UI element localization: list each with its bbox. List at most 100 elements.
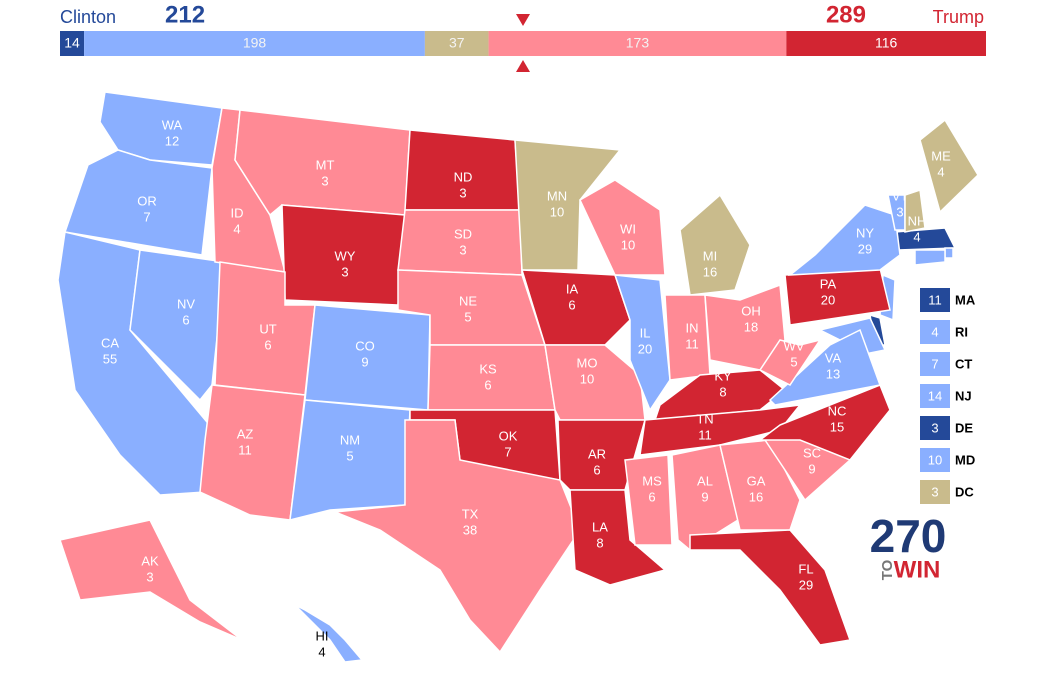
state-ev: 11: [685, 336, 699, 351]
state-abbr: GA: [747, 473, 766, 488]
state-abbr: FL: [798, 561, 813, 576]
legend-ev: 3: [931, 420, 938, 435]
state-ev: 6: [484, 377, 491, 392]
state-ev: 3: [146, 569, 153, 584]
state-ev: 5: [790, 354, 797, 369]
segment-label: 116: [875, 35, 898, 51]
state-abbr: VA: [825, 350, 842, 365]
state-shape: [520, 269, 631, 346]
legend-box: [920, 480, 950, 504]
state-shape: [919, 118, 979, 214]
state-shape: [904, 189, 926, 233]
state-abbr: NH: [908, 213, 927, 228]
midpoint-arrow: [516, 60, 530, 72]
state-abbr: SC: [803, 445, 821, 460]
segment-label: 173: [626, 35, 650, 51]
legend-ev: 7: [931, 356, 938, 371]
state-abbr: KY: [714, 368, 732, 383]
state-ev: 4: [318, 644, 325, 659]
state-abbr: PA: [820, 276, 837, 291]
state-abbr: TX: [462, 506, 479, 521]
state-ev: 18: [744, 319, 758, 334]
state-ev: 4: [233, 221, 240, 236]
state-abbr: NC: [828, 403, 847, 418]
state-shape: [613, 274, 671, 412]
state-ev: 6: [593, 462, 600, 477]
segment-label: 14: [64, 35, 80, 51]
state-ev: 8: [719, 384, 726, 399]
legend-abbr: DC: [955, 484, 974, 499]
state-ev: 3: [341, 264, 348, 279]
state-ev: 20: [821, 292, 835, 307]
state-abbr: SD: [454, 226, 472, 241]
state-abbr: MT: [316, 157, 335, 172]
right-name: Trump: [933, 7, 984, 27]
state-shape: [768, 328, 882, 406]
state-abbr: WA: [162, 117, 183, 132]
midpoint-arrow: [516, 14, 530, 26]
state-ev: 6: [648, 489, 655, 504]
state-ev: 20: [638, 341, 652, 356]
state-abbr: WI: [620, 221, 636, 236]
state-ev: 5: [346, 448, 353, 463]
state-ev: 9: [808, 461, 815, 476]
state-ev: 13: [826, 366, 840, 381]
state-shape: [679, 193, 751, 296]
state-shape: [64, 149, 213, 256]
states: WA12OR7CA55NV6ID4MT3WY3UT6AZ11CO9NM5ND3S…: [57, 91, 979, 663]
state-shape: [624, 454, 673, 546]
state-abbr: LA: [592, 519, 608, 534]
legend-abbr: CT: [955, 356, 972, 371]
right-total: 289: [826, 1, 866, 28]
ev-bar: 14 198 37 173 116: [60, 31, 986, 56]
state-shape: [914, 249, 946, 266]
state-ev: 29: [799, 577, 813, 592]
legend-abbr: MD: [955, 452, 975, 467]
legend-box: [920, 320, 950, 344]
state-abbr: NY: [856, 225, 874, 240]
legend-box: [920, 352, 950, 376]
state-shape: [787, 204, 901, 276]
state-abbr: OK: [499, 428, 518, 443]
state-abbr: AZ: [237, 426, 254, 441]
state-ev: 3: [459, 242, 466, 257]
bar-segment: [786, 31, 986, 56]
bar-segment: [60, 31, 85, 56]
state-ev: 55: [103, 351, 117, 366]
state-shape: [334, 419, 581, 654]
state-ev: 3: [459, 185, 466, 200]
state-abbr: MO: [577, 355, 598, 370]
state-ev: 10: [550, 204, 564, 219]
state-abbr: NV: [177, 296, 195, 311]
state-shape: [704, 283, 786, 371]
state-ev: 11: [698, 427, 712, 442]
state-abbr: OR: [137, 193, 157, 208]
legend-ev: 3: [931, 484, 938, 499]
state-ev: 15: [830, 419, 844, 434]
legend-box: [920, 384, 950, 408]
state-shape: [569, 489, 667, 586]
legend-ev: 10: [928, 452, 942, 467]
state-shape: [894, 227, 957, 251]
state-shape: [289, 399, 411, 521]
state-shape: [294, 604, 364, 663]
state-abbr: KS: [479, 361, 497, 376]
state-ev: 5: [464, 309, 471, 324]
state-ev: 10: [621, 237, 635, 252]
logo-number: 270: [870, 510, 947, 562]
state-abbr: AK: [141, 553, 159, 568]
legend-box: [920, 448, 950, 472]
state-abbr: CO: [355, 338, 375, 353]
legend-abbr: DE: [955, 420, 973, 435]
state-abbr: AR: [588, 446, 606, 461]
state-shape: [758, 338, 822, 386]
state-abbr: VT: [892, 188, 909, 203]
legend-abbr: RI: [955, 324, 968, 339]
state-ev: 11: [238, 442, 252, 457]
state-abbr: MS: [642, 473, 662, 488]
segment-label: 198: [243, 35, 267, 51]
state-ev: 7: [504, 444, 511, 459]
segment-label: 37: [449, 35, 465, 51]
state-ev: 6: [568, 297, 575, 312]
state-abbr: WV: [784, 338, 805, 353]
